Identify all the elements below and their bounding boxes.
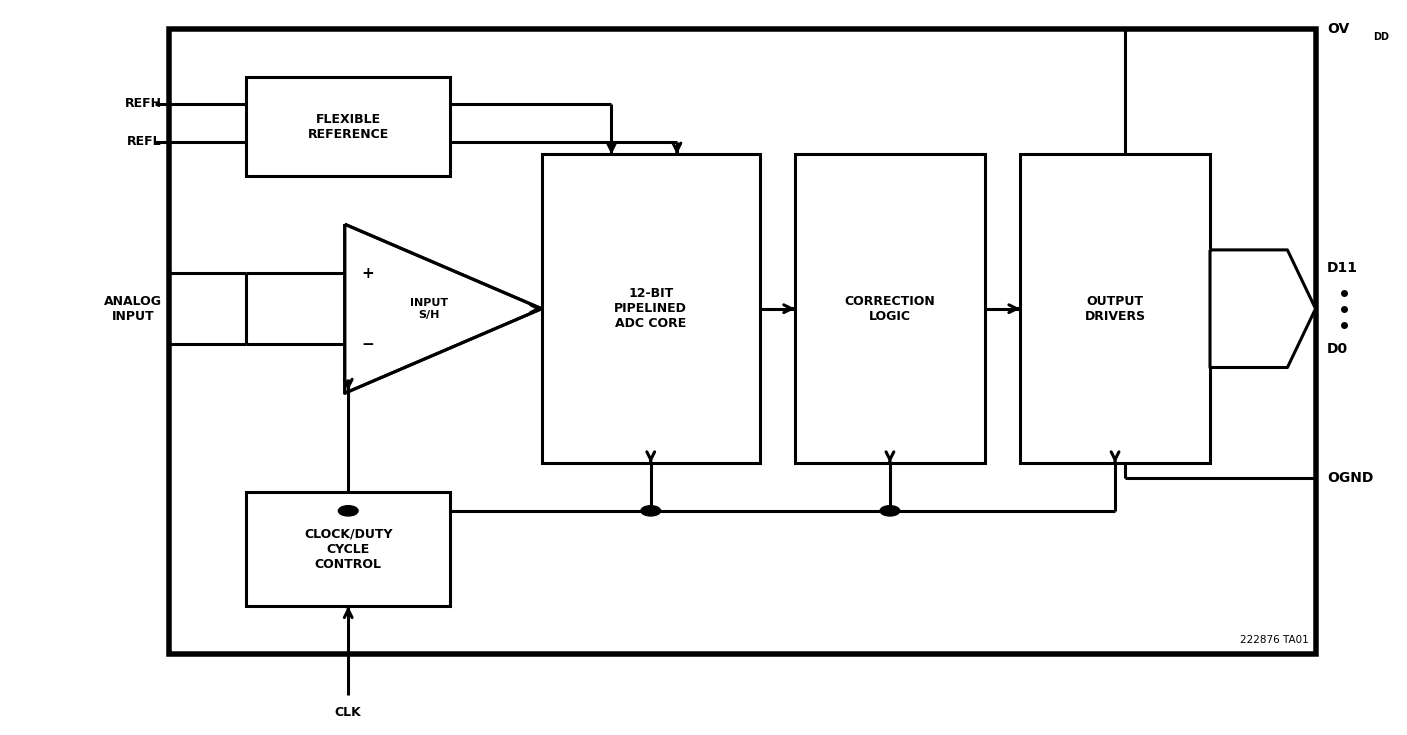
Text: +: + <box>362 265 374 281</box>
Bar <box>542 154 760 463</box>
Text: −: − <box>362 337 374 352</box>
Bar <box>1020 154 1210 463</box>
Text: DD: DD <box>1373 32 1389 42</box>
Text: REFH: REFH <box>125 98 162 110</box>
Text: ANALOG
INPUT: ANALOG INPUT <box>104 295 162 323</box>
Circle shape <box>642 506 661 516</box>
Text: INPUT
S/H: INPUT S/H <box>409 298 449 320</box>
Text: CLK: CLK <box>335 706 362 719</box>
Text: CORRECTION
LOGIC: CORRECTION LOGIC <box>844 295 936 323</box>
Bar <box>246 492 450 606</box>
Circle shape <box>339 506 357 516</box>
Text: REFL: REFL <box>127 135 162 148</box>
Text: 222876 TA01: 222876 TA01 <box>1240 635 1309 645</box>
Polygon shape <box>345 224 542 393</box>
Polygon shape <box>1210 250 1316 368</box>
Text: OUTPUT
DRIVERS: OUTPUT DRIVERS <box>1085 295 1145 323</box>
Text: CLOCK/DUTY
CYCLE
CONTROL: CLOCK/DUTY CYCLE CONTROL <box>304 528 393 571</box>
Text: D0: D0 <box>1327 342 1348 356</box>
Text: 12-BIT
PIPELINED
ADC CORE: 12-BIT PIPELINED ADC CORE <box>615 287 687 330</box>
Bar <box>169 29 1316 654</box>
Circle shape <box>879 506 900 516</box>
Bar <box>795 154 985 463</box>
Bar <box>246 77 450 176</box>
Text: OGND: OGND <box>1327 470 1373 485</box>
Text: D11: D11 <box>1327 261 1358 276</box>
Text: FLEXIBLE
REFERENCE: FLEXIBLE REFERENCE <box>308 112 388 141</box>
Text: OV: OV <box>1327 22 1349 37</box>
